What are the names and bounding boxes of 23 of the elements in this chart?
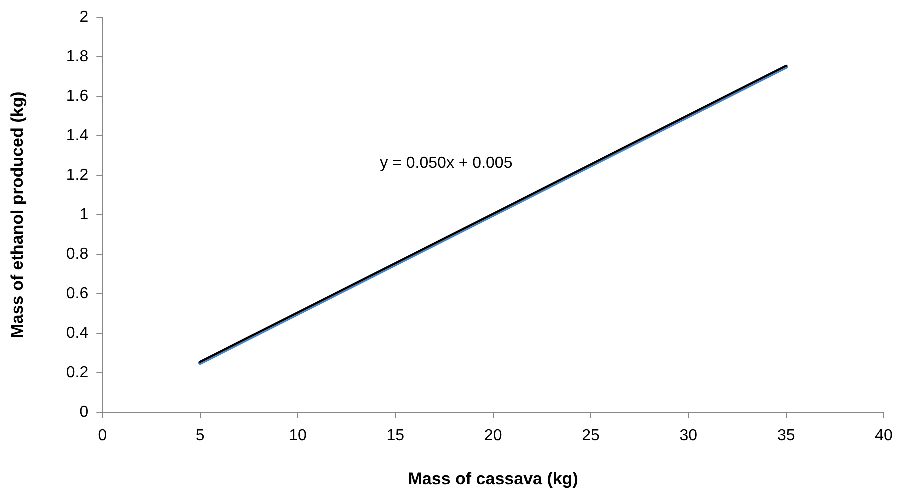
x-tick-label: 35 bbox=[777, 427, 796, 444]
x-tick-label: 40 bbox=[875, 427, 893, 444]
y-tick-label: 1 bbox=[80, 206, 89, 224]
y-tick-label: 1.4 bbox=[66, 127, 89, 144]
x-tick-label: 0 bbox=[98, 427, 108, 444]
y-tick-label: 1.8 bbox=[66, 48, 89, 66]
x-tick-label: 20 bbox=[484, 427, 502, 444]
y-axis-title: Mass of ethanol produced (kg) bbox=[8, 92, 27, 338]
y-tick-label: 0 bbox=[80, 404, 89, 421]
x-tick-label: 25 bbox=[582, 427, 600, 444]
x-tick-label: 10 bbox=[289, 427, 307, 444]
annotation: y = 0.050x + 0.005 bbox=[380, 155, 513, 172]
y-tick-label: 0.6 bbox=[66, 285, 89, 302]
y-tick-label: 2 bbox=[80, 9, 89, 26]
y-tick-label: 1.6 bbox=[66, 88, 89, 105]
x-tick-label: 15 bbox=[386, 427, 405, 444]
x-axis-title: Mass of cassava (kg) bbox=[408, 469, 578, 488]
x-tick-label: 5 bbox=[196, 427, 205, 444]
y-tick-label: 0.8 bbox=[66, 246, 89, 263]
y-tick-label: 1.2 bbox=[66, 166, 89, 184]
y-tick-label: 0.4 bbox=[66, 324, 89, 342]
x-tick-label: 30 bbox=[680, 427, 698, 444]
y-tick-label: 0.2 bbox=[66, 364, 89, 382]
